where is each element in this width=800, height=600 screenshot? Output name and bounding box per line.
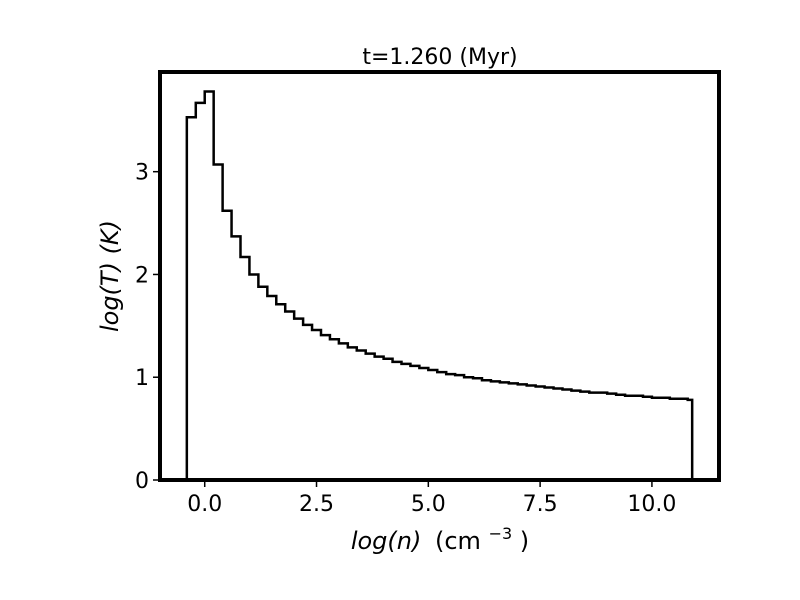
series-step-line [185, 90, 694, 480]
y-tick-label: 1 [135, 366, 149, 391]
y-tick-label: 2 [135, 263, 149, 288]
x-tick-label: 7.5 [523, 492, 558, 517]
x-tick-label: 0.0 [187, 492, 222, 517]
chart-title: t=1.260 (Myr) [362, 45, 517, 70]
x-tick-label: 10.0 [627, 492, 676, 517]
x-axis-label: log(n) (cm −3 ) [351, 517, 529, 555]
x-axis-ticks: 0.0 2.5 5.0 7.5 10.0 [187, 480, 676, 517]
x-tick-label: 2.5 [299, 492, 334, 517]
series-layer [185, 90, 694, 480]
x-tick-label: 5.0 [411, 492, 446, 517]
y-tick-label: 0 [135, 469, 149, 494]
y-tick-label: 3 [135, 161, 149, 186]
y-axis-ticks: 0 1 2 3 [135, 161, 160, 494]
y-axis-label: log(T) (K) [96, 220, 124, 332]
plot-frame [158, 70, 721, 482]
